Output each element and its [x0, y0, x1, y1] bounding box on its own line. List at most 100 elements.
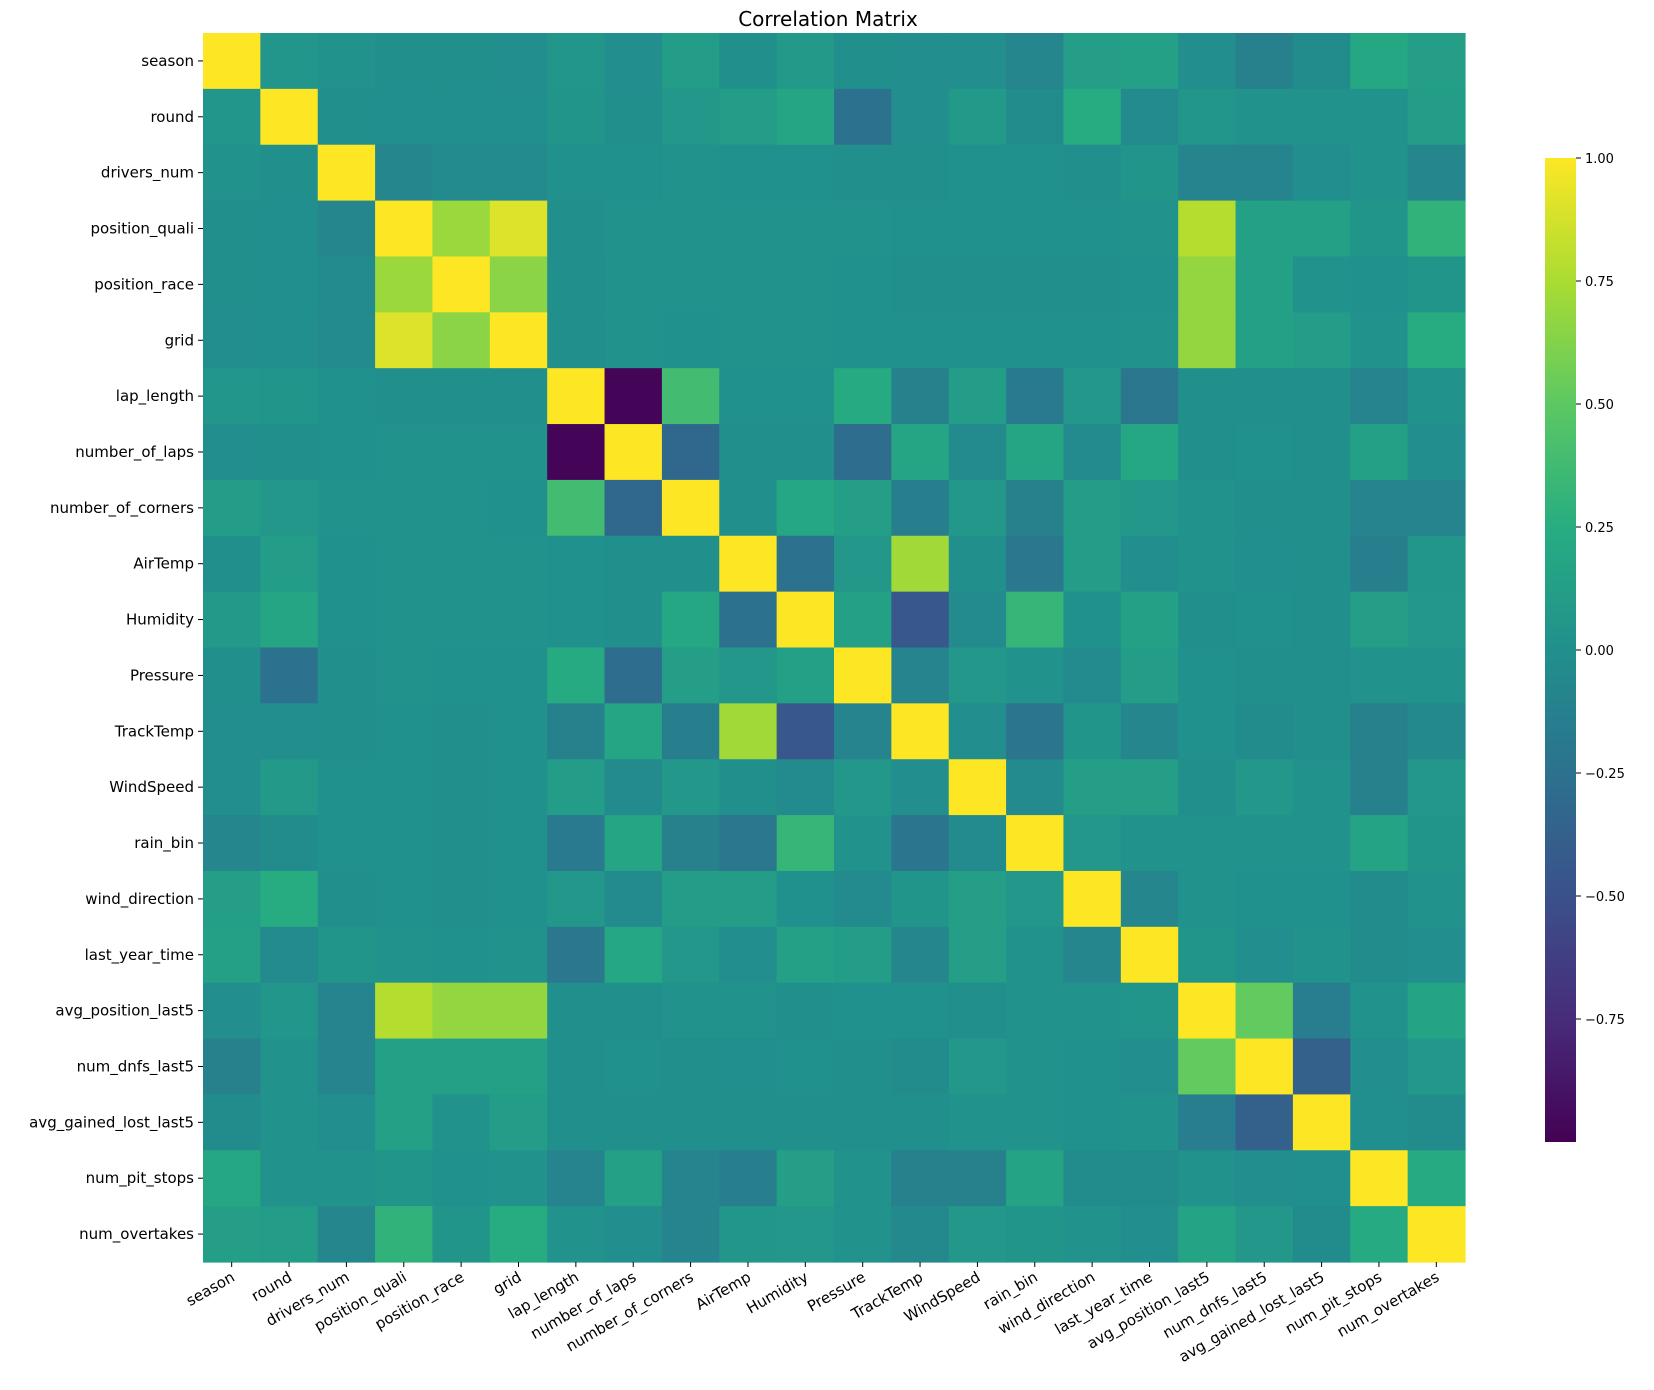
heatmap-cell-Pressure-rain_bin	[1006, 647, 1065, 704]
heatmap-cell-last_year_time-lap_length	[547, 926, 606, 984]
heatmap-cell-number_of_corners-Pressure	[834, 479, 892, 537]
y-tick-label-season: season	[141, 52, 194, 70]
heatmap-cell-Pressure-TrackTemp	[891, 647, 950, 704]
heatmap-cell-lap_length-drivers_num	[317, 368, 376, 425]
heatmap-cell-TrackTemp-grid	[489, 703, 548, 760]
heatmap-cell-Pressure-drivers_num	[317, 647, 376, 704]
heatmap-cell-drivers_num-AirTemp	[719, 144, 778, 202]
heatmap-cell-num_overtakes-TrackTemp	[891, 1206, 950, 1263]
heatmap-cell-rain_bin-position_quali	[375, 815, 434, 872]
heatmap-cell-TrackTemp-WindSpeed	[948, 703, 1007, 760]
heatmap-cell-TrackTemp-position_quali	[375, 703, 434, 760]
heatmap-cell-last_year_time-wind_direction	[1063, 926, 1122, 984]
heatmap-cell-position_quali-position_race	[432, 200, 491, 258]
heatmap-cell-number_of_corners-num_dnfs_last5	[1235, 479, 1294, 537]
heatmap-cell-WindSpeed-avg_gained_lost_last5	[1292, 759, 1351, 816]
heatmap-cell-lap_length-Humidity	[776, 368, 835, 425]
heatmap-cell-avg_position_last5-wind_direction	[1063, 982, 1122, 1040]
heatmap-cell-rain_bin-num_pit_stops	[1350, 815, 1409, 872]
heatmap-cell-round-wind_direction	[1063, 88, 1122, 146]
heatmap-cell-Humidity-rain_bin	[1006, 591, 1065, 649]
heatmap-cell-wind_direction-lap_length	[547, 870, 606, 928]
heatmap-cell-lap_length-WindSpeed	[948, 368, 1007, 425]
heatmap-cell-WindSpeed-position_race	[432, 759, 491, 816]
y-tick-label-grid: grid	[165, 331, 194, 349]
heatmap-cell-last_year_time-Humidity	[776, 926, 835, 984]
heatmap-cell-WindSpeed-num_pit_stops	[1350, 759, 1409, 816]
heatmap-cell-position_race-avg_position_last5	[1178, 256, 1237, 313]
heatmap-cell-position_quali-Pressure	[834, 200, 892, 258]
heatmap-cell-drivers_num-position_quali	[375, 144, 434, 202]
heatmap-cell-lap_length-position_quali	[375, 368, 434, 425]
heatmap-cell-grid-season	[203, 312, 261, 369]
heatmap-cell-Humidity-drivers_num	[317, 591, 376, 649]
heatmap-cell-TrackTemp-num_dnfs_last5	[1235, 703, 1294, 760]
heatmap-cell-num_pit_stops-last_year_time	[1120, 1150, 1179, 1207]
x-tick-label-num_pit_stops: num_pit_stops	[1282, 1268, 1386, 1339]
heatmap-cell-number_of_laps-rain_bin	[1006, 424, 1065, 481]
heatmap-cell-number_of_corners-grid	[489, 479, 548, 537]
heatmap-cell-position_quali-num_pit_stops	[1350, 200, 1409, 258]
heatmap-cell-avg_position_last5-last_year_time	[1120, 982, 1179, 1040]
heatmap-cell-AirTemp-number_of_corners	[661, 535, 720, 593]
heatmap-cell-position_quali-season	[203, 200, 261, 258]
colorbar-tick-label: −0.50	[1585, 890, 1625, 905]
colorbar-tick-label: 0.75	[1585, 275, 1614, 290]
heatmap-cell-avg_gained_lost_last5-last_year_time	[1120, 1094, 1179, 1151]
heatmap-cell-num_pit_stops-num_overtakes	[1407, 1150, 1466, 1207]
heatmap-cell-num_pit_stops-lap_length	[547, 1150, 606, 1207]
heatmap-cell-Pressure-grid	[489, 647, 548, 704]
heatmap-cell-Pressure-lap_length	[547, 647, 606, 704]
heatmap-cell-WindSpeed-position_quali	[375, 759, 434, 816]
heatmap-cell-season-grid	[489, 33, 548, 90]
heatmap-cell-wind_direction-Pressure	[834, 870, 892, 928]
heatmap-cell-round-drivers_num	[317, 88, 376, 146]
heatmap-cell-num_pit_stops-num_dnfs_last5	[1235, 1150, 1294, 1207]
heatmap-cell-TrackTemp-num_pit_stops	[1350, 703, 1409, 760]
heatmap-cell-num_dnfs_last5-Pressure	[834, 1038, 892, 1096]
heatmap-cell-drivers_num-rain_bin	[1006, 144, 1065, 202]
heatmap-cell-lap_length-lap_length	[547, 368, 606, 425]
heatmap-cell-drivers_num-num_dnfs_last5	[1235, 144, 1294, 202]
heatmap-cell-avg_position_last5-number_of_laps	[604, 982, 663, 1040]
heatmap-cell-rain_bin-number_of_laps	[604, 815, 663, 872]
heatmap-cell-WindSpeed-number_of_corners	[661, 759, 720, 816]
heatmap-cell-avg_position_last5-position_race	[432, 982, 491, 1040]
heatmap-cell-number_of_corners-num_pit_stops	[1350, 479, 1409, 537]
heatmap-cell-number_of_laps-Humidity	[776, 424, 835, 481]
heatmap-cell-position_race-number_of_laps	[604, 256, 663, 313]
heatmap-cell-Pressure-AirTemp	[719, 647, 778, 704]
heatmap-cell-Humidity-season	[203, 591, 261, 649]
heatmap-cell-Pressure-avg_position_last5	[1178, 647, 1237, 704]
heatmap-cell-num_pit_stops-avg_position_last5	[1178, 1150, 1237, 1207]
heatmap-cell-position_race-num_overtakes	[1407, 256, 1466, 313]
heatmap-cell-num_overtakes-number_of_laps	[604, 1206, 663, 1263]
heatmap-cell-num_overtakes-season	[203, 1206, 261, 1263]
heatmap-cell-lap_length-round	[260, 368, 319, 425]
heatmap-cell-position_quali-avg_position_last5	[1178, 200, 1237, 258]
heatmap-cell-num_overtakes-Pressure	[834, 1206, 892, 1263]
heatmap-cell-num_overtakes-rain_bin	[1006, 1206, 1065, 1263]
y-tick-label-rain_bin: rain_bin	[134, 834, 194, 853]
heatmap-cell-avg_gained_lost_last5-Humidity	[776, 1094, 835, 1151]
heatmap-cell-avg_gained_lost_last5-Pressure	[834, 1094, 892, 1151]
heatmap-cell-number_of_corners-position_race	[432, 479, 491, 537]
heatmap-cell-avg_position_last5-round	[260, 982, 319, 1040]
heatmap-cell-last_year_time-round	[260, 926, 319, 984]
heatmap-cell-WindSpeed-season	[203, 759, 261, 816]
heatmap-cell-Pressure-position_quali	[375, 647, 434, 704]
heatmap-cell-num_dnfs_last5-rain_bin	[1006, 1038, 1065, 1096]
heatmap-cell-grid-wind_direction	[1063, 312, 1122, 369]
heatmap-cell-season-drivers_num	[317, 33, 376, 90]
heatmap-cell-position_quali-rain_bin	[1006, 200, 1065, 258]
heatmap-cell-season-position_quali	[375, 33, 434, 90]
heatmap-cell-position_quali-position_quali	[375, 200, 434, 258]
heatmap-cell-WindSpeed-rain_bin	[1006, 759, 1065, 816]
y-tick-label-AirTemp: AirTemp	[133, 555, 194, 573]
heatmap-cell-Humidity-num_pit_stops	[1350, 591, 1409, 649]
heatmap-cell-Humidity-lap_length	[547, 591, 606, 649]
heatmap-cell-num_dnfs_last5-Humidity	[776, 1038, 835, 1096]
heatmap-cell-grid-grid	[489, 312, 548, 369]
heatmap-cell-position_race-AirTemp	[719, 256, 778, 313]
heatmap-cell-number_of_corners-rain_bin	[1006, 479, 1065, 537]
